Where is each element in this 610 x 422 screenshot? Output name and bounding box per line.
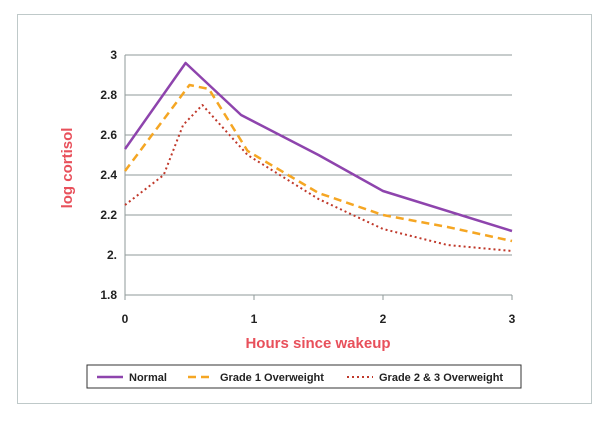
x-axis-title: Hours since wakeup	[245, 335, 390, 352]
y-axis-ticks: 1.8 2. 2.2 2.4 2.6 2.8 3	[100, 48, 117, 302]
series-grade23-line	[124, 104, 513, 252]
legend-box	[86, 364, 522, 389]
legend-label-grade23: Grade 2 & 3 Overweight	[379, 372, 503, 384]
x-tick-label: 3	[509, 312, 516, 326]
x-tick-label: 0	[122, 312, 129, 326]
y-tick-label: 2.6	[100, 128, 117, 142]
y-tick-label: 2.4	[100, 168, 117, 182]
series-normal-line	[123, 61, 513, 233]
y-axis-title: log cortisol	[59, 128, 76, 209]
y-tick-label: 2.8	[100, 88, 117, 102]
series-grade1-line	[124, 83, 513, 243]
chart-frame	[17, 14, 592, 404]
y-tick-label: 2.2	[100, 208, 117, 222]
legend-label-grade1: Grade 1 Overweight	[220, 372, 324, 384]
x-axis-ticks: 0 1 2 3	[122, 295, 516, 326]
x-tick-label: 2	[380, 312, 387, 326]
y-tick-label: 3	[110, 48, 117, 62]
series-lines	[123, 61, 513, 252]
y-tick-label: 1.8	[100, 288, 117, 302]
legend-label-normal: Normal	[129, 372, 167, 384]
x-tick-label: 1	[251, 312, 258, 326]
legend: Normal Grade 1 Overweight Grade 2 & 3 Ov…	[86, 364, 522, 389]
grid-lines	[125, 54, 512, 296]
y-tick-label: 2.	[107, 248, 117, 262]
